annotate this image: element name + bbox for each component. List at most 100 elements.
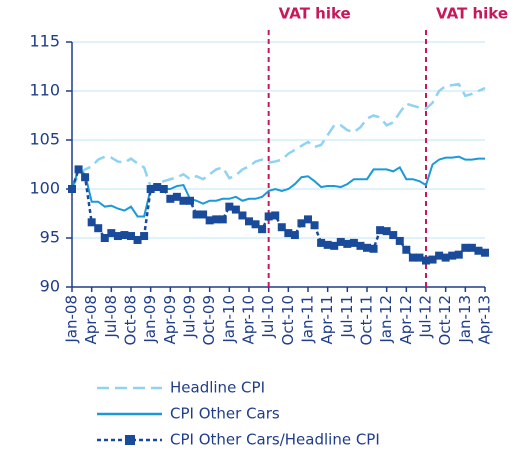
marker [297,219,306,228]
x-tick-label: Jan-08 [63,295,81,344]
marker [277,223,286,232]
marker [441,253,450,262]
marker [192,210,201,219]
legend-label: CPI Other Cars/Headline CPI [170,431,380,449]
x-tick-label: Oct-11 [358,295,376,345]
marker [172,192,181,201]
x-tick-label: Jul-08 [102,295,120,339]
marker [140,232,149,241]
marker [258,225,267,234]
marker [461,243,470,252]
marker [304,215,312,224]
marker [74,165,83,174]
marker [435,251,444,260]
x-tick-label: Oct-12 [436,295,454,345]
marker [369,244,378,253]
x-tick-label: Apr-08 [82,295,100,345]
marker [356,241,365,250]
marker [199,210,208,219]
marker [402,245,411,254]
x-tick-label: Jan-11 [299,295,317,344]
y-tick-label: 95 [40,228,60,247]
marker [94,224,103,233]
marker [363,243,371,252]
series-line [70,82,486,190]
marker [317,238,326,247]
x-tick-label: Oct-09 [200,295,218,345]
marker [389,231,398,240]
x-tick-label: Apr-12 [397,295,415,345]
marker [382,227,391,236]
y-tick-label: 105 [29,130,60,149]
marker [271,211,280,220]
marker [349,238,358,247]
marker [376,226,385,235]
marker [107,229,116,238]
marker [238,211,247,220]
marker [251,220,260,229]
marker [330,241,339,250]
marker [336,237,345,246]
marker [428,255,437,264]
marker [146,185,155,193]
marker [87,218,96,227]
x-tick-label: Jul-12 [417,295,435,339]
x-tick-label: Jul-11 [338,295,356,339]
legend-label: CPI Other Cars [170,405,280,423]
x-tick-label: Jan-09 [141,295,159,344]
marker [205,216,214,225]
x-tick-label: Oct-10 [279,295,297,345]
marker [422,256,430,265]
marker [231,205,240,214]
marker [120,231,129,240]
x-tick-label: Apr-13 [476,295,494,345]
marker [127,232,135,241]
legend-label: Headline CPI [170,379,265,397]
marker [290,231,299,240]
marker [81,173,90,182]
marker [159,185,168,193]
marker [179,196,188,205]
annotation: VAT hike [279,5,351,23]
marker [68,185,76,193]
marker [153,183,162,192]
x-tick-label: Apr-09 [161,295,179,345]
x-tick-label: Jul-10 [259,295,277,339]
marker [481,248,489,257]
marker [474,246,483,255]
marker [186,196,194,205]
y-tick-label: 110 [29,81,60,100]
x-tick-label: Apr-10 [240,295,258,345]
series-line [71,155,485,218]
marker [323,240,332,249]
marker [310,221,319,230]
y-tick-label: 115 [29,32,60,51]
marker [395,236,404,245]
marker [166,194,175,203]
marker [448,251,457,260]
marker [343,239,352,248]
x-tick-label: Jan-12 [377,295,395,344]
y-tick-label: 100 [29,179,60,198]
marker [284,229,293,238]
marker [264,212,273,221]
marker [454,250,463,259]
marker [467,243,476,252]
x-tick-label: Jan-10 [220,295,238,344]
marker [245,217,253,226]
marker [133,235,142,244]
y-tick-label: 90 [40,277,60,296]
x-tick-label: Jan-13 [456,295,474,344]
marker [225,202,234,211]
marker [113,232,122,241]
x-tick-label: Apr-11 [318,295,336,345]
marker [212,215,221,224]
legend-marker [125,435,135,445]
x-tick-label: Jul-09 [181,295,199,339]
marker [100,234,109,242]
x-tick-label: Oct-08 [122,295,140,345]
marker [415,253,424,262]
marker [408,253,417,262]
marker [218,215,227,224]
